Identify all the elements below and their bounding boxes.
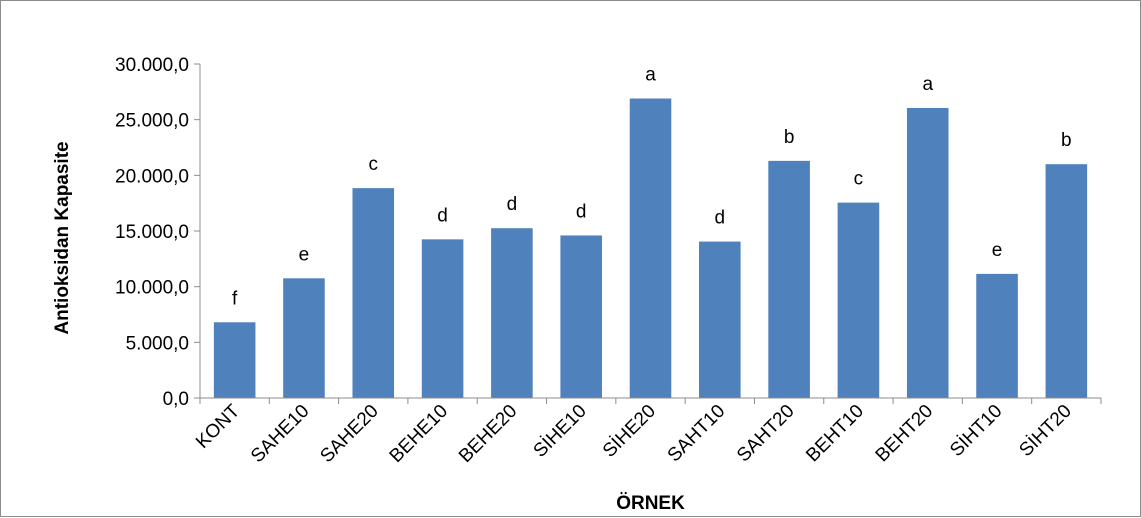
x-axis-title: ÖRNEK	[616, 493, 685, 514]
bar	[768, 160, 810, 398]
y-tick-label: 15.000,0	[115, 222, 189, 243]
x-tick-label: SİHE20	[599, 401, 660, 462]
data-label: c	[369, 154, 379, 175]
bar	[906, 107, 949, 398]
y-tick-label: 20.000,0	[115, 166, 189, 187]
y-tick-label: 5.000,0	[126, 333, 189, 354]
bar	[560, 235, 602, 398]
y-tick-label: 25.000,0	[115, 111, 189, 132]
bar	[699, 241, 741, 398]
data-label: a	[922, 74, 933, 95]
bar	[421, 239, 464, 398]
data-label: e	[992, 240, 1003, 261]
y-axis-title: Antioksidan Kapasite	[52, 141, 73, 334]
data-label: d	[576, 201, 587, 222]
x-tick-label: SAHT20	[733, 401, 799, 467]
bars	[213, 98, 1088, 398]
x-tick-label: KONT	[192, 400, 244, 452]
bar	[283, 278, 325, 398]
x-tick-label: BEHT10	[802, 401, 868, 467]
y-tick-label: 10.000,0	[115, 278, 189, 299]
x-tick-label: BEHE10	[386, 401, 452, 467]
data-label: d	[507, 194, 518, 215]
data-label: e	[299, 244, 310, 265]
bar	[629, 98, 672, 398]
data-label: f	[232, 288, 238, 309]
x-tick-label: SİHT20	[1015, 401, 1075, 461]
x-tick-label: SAHE20	[316, 401, 382, 467]
y-tick-label: 30.000,0	[115, 55, 189, 76]
bar	[1045, 164, 1088, 398]
data-label: a	[645, 65, 656, 86]
bar	[352, 188, 395, 398]
x-tick-label: SAHE10	[247, 401, 313, 467]
bar	[976, 273, 1018, 398]
x-tick-label: BEHE20	[455, 401, 521, 467]
y-axis-ticks: 0,0 5.000,0 10.000,0 15.000,0 20.000,0 25.000…	[115, 55, 200, 410]
x-axis-ticks: KONT SAHE10 SAHE20 BEHE10 BEHE20 SİHE10 SİHE20…	[192, 398, 1102, 467]
y-tick-label: 0,0	[163, 389, 189, 410]
data-label: b	[1061, 130, 1072, 151]
x-tick-label: SİHE10	[530, 401, 591, 462]
x-tick-label: SAHT10	[664, 401, 730, 467]
bar	[491, 228, 533, 398]
bar	[837, 202, 880, 398]
x-tick-label: SİHT10	[946, 401, 1006, 461]
data-label: d	[437, 205, 448, 226]
data-label: c	[854, 169, 864, 190]
data-labels: f e c d d d a d b c a e b	[232, 65, 1072, 310]
data-label: d	[715, 208, 726, 229]
data-label: b	[784, 127, 795, 148]
x-tick-label: BEHT20	[872, 401, 938, 467]
bar	[213, 322, 256, 398]
